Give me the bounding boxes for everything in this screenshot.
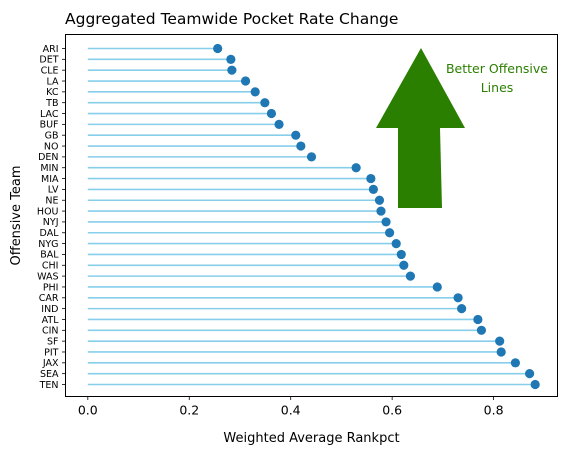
y-axis-label: Offensive Team <box>9 166 24 266</box>
y-tick-label-bal: BAL <box>40 250 59 261</box>
annotation-text-line-2: Lines <box>481 80 514 95</box>
dots <box>213 43 540 390</box>
annotation-text-line-1: Better Offensive <box>446 61 548 76</box>
stems <box>87 47 536 386</box>
dot-jax <box>510 358 521 368</box>
dot-ten <box>530 379 540 390</box>
plot-frame <box>65 34 558 397</box>
dot-lac <box>266 108 277 119</box>
dot-no <box>296 141 306 151</box>
y-tick-label-lac: LAC <box>40 109 59 120</box>
dot-ari <box>213 43 223 54</box>
y-tick-label-cle: CLE <box>41 65 59 76</box>
dot-det <box>226 54 236 64</box>
y-tick-label-dal: DAL <box>40 228 60 239</box>
x-tick-label-4: 0.8 <box>484 403 504 418</box>
x-tick-label-3: 0.6 <box>382 403 402 418</box>
y-tick-label-ten: TEN <box>39 380 59 391</box>
x-tick-label-2: 0.4 <box>281 403 301 418</box>
dot-sf <box>495 336 505 346</box>
dot-phi <box>432 282 442 292</box>
y-tick-label-den: DEN <box>38 152 58 163</box>
y-tick-label-jax: JAX <box>42 358 59 369</box>
dot-gb <box>291 130 301 140</box>
y-tick-label-car: CAR <box>39 293 59 304</box>
y-tick-label-kc: KC <box>46 87 59 98</box>
x-axis-label: Weighted Average Rankpct <box>223 431 399 446</box>
y-tick-label-mia: MIA <box>41 174 59 185</box>
dot-tb <box>260 98 270 108</box>
dot-chi <box>399 260 409 270</box>
y-tick-label-phi: PHI <box>43 282 59 293</box>
dot-buf <box>274 119 284 129</box>
y-tick-label-atl: ATL <box>42 315 60 326</box>
y-tick-label-chi: CHI <box>42 261 59 272</box>
y-tick-label-sea: SEA <box>40 369 59 380</box>
y-tick-label-ne: NE <box>45 196 58 207</box>
y-tick-label-gb: GB <box>45 131 59 142</box>
plot-area: Better Offensive Lines <box>65 34 558 397</box>
dot-nyg <box>391 238 401 249</box>
chart-title: Aggregated Teamwide Pocket Rate Change <box>65 10 398 28</box>
dot-atl <box>473 314 483 325</box>
dot-car <box>453 293 463 303</box>
dot-nyj <box>381 217 391 227</box>
y-tick-label-tb: TB <box>45 98 58 109</box>
y-tick-label-la: LA <box>46 76 59 87</box>
dot-den <box>306 152 317 162</box>
y-tick-label-cin: CIN <box>42 326 59 337</box>
y-tick-label-ari: ARI <box>43 44 59 55</box>
y-tick-label-nyj: NYJ <box>43 217 59 228</box>
dot-min <box>351 163 361 173</box>
y-tick-label-sf: SF <box>47 336 59 347</box>
dot-cin <box>476 325 487 335</box>
x-tick-label-1: 0.2 <box>179 403 199 418</box>
dot-cle <box>227 65 237 75</box>
y-tick-label-was: WAS <box>37 271 58 282</box>
y-tick-label-pit: PIT <box>44 347 59 358</box>
dot-pit <box>496 347 506 357</box>
x-tick-label-0: 0.0 <box>78 403 98 418</box>
dot-kc <box>250 87 260 97</box>
y-tick-label-nyg: NYG <box>38 239 58 250</box>
dot-lv <box>368 184 378 195</box>
dot-ind <box>457 304 467 314</box>
y-tick-label-lv: LV <box>48 185 59 196</box>
dot-la <box>240 76 251 86</box>
y-tick-label-min: MIN <box>40 163 58 174</box>
y-tick-label-buf: BUF <box>40 120 59 131</box>
better-lines-annotation: Better Offensive Lines <box>376 48 548 208</box>
up-arrow-icon <box>376 48 465 208</box>
y-tick-label-det: DET <box>39 55 58 66</box>
dot-ne <box>374 195 385 205</box>
y-tick-label-hou: HOU <box>37 206 59 217</box>
y-tick-label-no: NO <box>44 141 59 152</box>
dot-hou <box>376 206 386 216</box>
dot-dal <box>385 228 395 238</box>
dot-was <box>405 271 416 281</box>
y-axis: ARIDETCLELAKCTBLACBUFGBNODENMINMIALVNEHO… <box>37 44 66 391</box>
x-axis: 0.0 0.2 0.4 0.6 0.8 <box>78 396 504 418</box>
y-tick-label-ind: IND <box>41 304 58 315</box>
dot-mia <box>366 173 376 184</box>
dot-bal <box>396 249 406 260</box>
dot-sea <box>525 369 535 379</box>
